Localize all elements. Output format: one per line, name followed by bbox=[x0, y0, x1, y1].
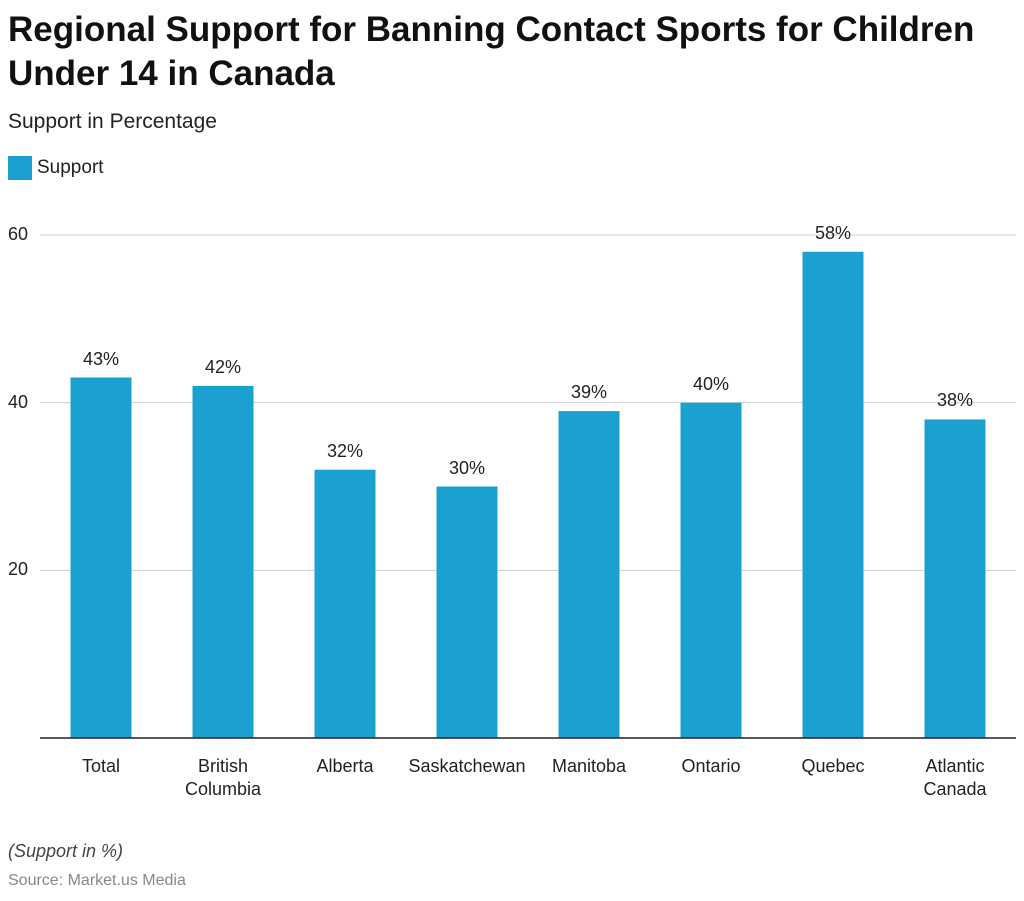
chart-title: Regional Support for Banning Contact Spo… bbox=[8, 10, 975, 93]
source: Source: Market.us Media bbox=[8, 872, 186, 889]
bar bbox=[192, 385, 254, 738]
x-tick-label: Atlantic Canada bbox=[923, 756, 987, 799]
y-tick-label: 60 bbox=[8, 224, 29, 244]
bar bbox=[314, 469, 376, 738]
y-tick-label: 40 bbox=[8, 391, 29, 412]
value-label: 39% bbox=[570, 382, 608, 403]
bar bbox=[802, 251, 864, 738]
x-tick-label: Saskatchewan bbox=[408, 756, 526, 776]
y-tick-label: 20 bbox=[8, 559, 29, 580]
x-tick-label: Alberta bbox=[316, 756, 374, 776]
value-label: 43% bbox=[82, 348, 120, 369]
bar bbox=[558, 411, 620, 738]
x-tick-label: Manitoba bbox=[551, 756, 627, 776]
x-tick-label: British Columbia bbox=[184, 756, 262, 799]
value-label: 30% bbox=[448, 457, 486, 478]
bar bbox=[70, 377, 132, 738]
x-tick-label: Quebec bbox=[801, 756, 865, 776]
legend-label: Support bbox=[37, 157, 104, 178]
bar bbox=[436, 486, 498, 738]
x-tick-label: Total bbox=[81, 756, 121, 776]
value-label: 58% bbox=[814, 222, 852, 243]
legend: Support bbox=[8, 156, 104, 180]
bar bbox=[924, 419, 986, 738]
bar bbox=[680, 402, 742, 738]
legend-swatch bbox=[8, 156, 32, 180]
note: (Support in %) bbox=[8, 841, 124, 861]
x-tick-label: Ontario bbox=[681, 756, 741, 776]
value-label: 42% bbox=[204, 356, 242, 377]
value-label: 38% bbox=[936, 390, 974, 411]
value-label: 32% bbox=[326, 440, 364, 461]
chart-subtitle: Support in Percentage bbox=[8, 110, 217, 133]
value-label: 40% bbox=[692, 373, 730, 394]
